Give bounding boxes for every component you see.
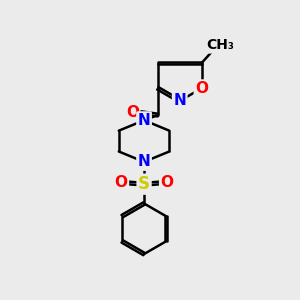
Text: N: N [138, 154, 150, 169]
Text: N: N [173, 94, 186, 109]
Text: O: O [126, 105, 139, 120]
Text: S: S [138, 175, 150, 193]
Text: CH₃: CH₃ [206, 38, 234, 52]
Text: O: O [195, 81, 208, 96]
Text: O: O [160, 175, 173, 190]
Text: O: O [115, 175, 128, 190]
Text: N: N [138, 113, 150, 128]
